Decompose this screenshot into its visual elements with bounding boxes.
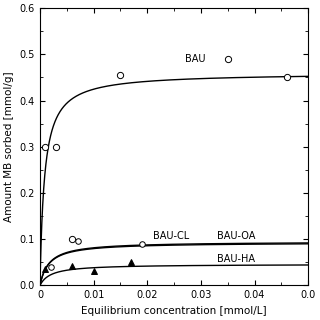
- X-axis label: Equilibrium concentration [mmol/L]: Equilibrium concentration [mmol/L]: [81, 306, 267, 316]
- Text: BAU: BAU: [185, 54, 205, 64]
- Y-axis label: Amount MB sorbed [mmol/g]: Amount MB sorbed [mmol/g]: [4, 71, 14, 222]
- Text: BAU-CL: BAU-CL: [153, 230, 189, 241]
- Text: BAU-HA: BAU-HA: [217, 254, 255, 264]
- Text: BAU-OA: BAU-OA: [217, 230, 255, 241]
